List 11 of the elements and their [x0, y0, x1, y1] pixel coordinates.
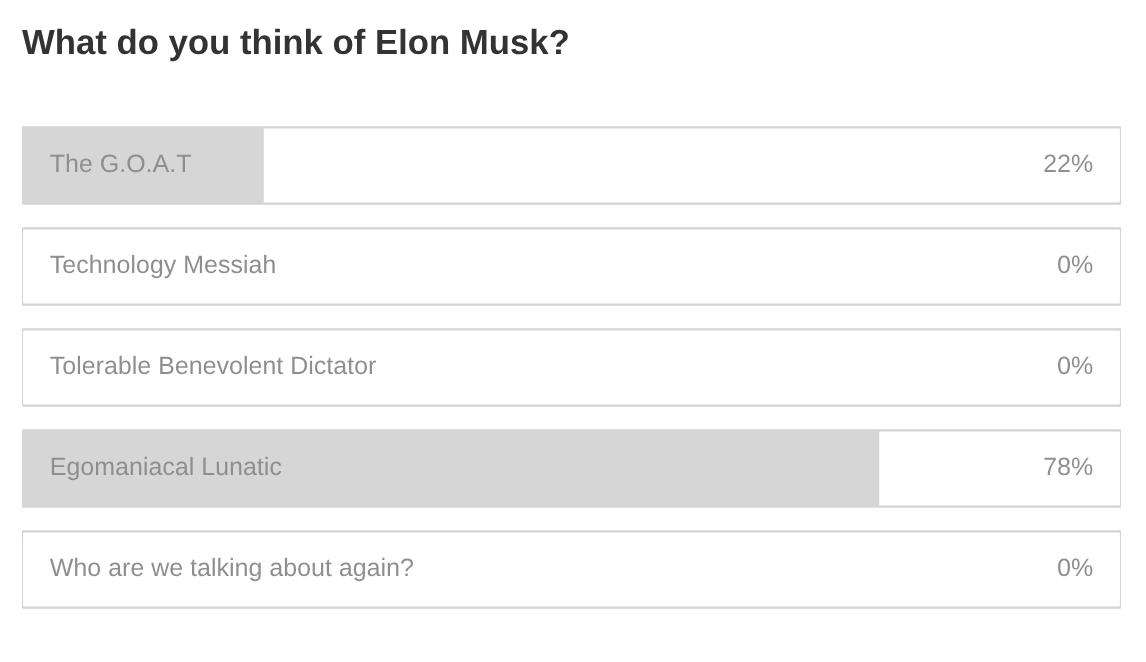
data-label: 22% [1044, 154, 1093, 173]
y-tick-label: Who are we talking about again? [49, 557, 413, 582]
y-tick-label: Egomaniacal Lunatic [51, 456, 282, 481]
data-label: 0% [1058, 558, 1093, 577]
data-label: 0% [1058, 356, 1093, 375]
data-label: 78% [1044, 457, 1093, 476]
y-tick-label: Tolerable Benevolent Dictator [50, 355, 376, 375]
chart-title: What do you think of Elon Musk? [22, 28, 568, 62]
y-tick-label: Technology Messiah [50, 254, 275, 279]
y-tick-label: The G.O.A.T [50, 153, 191, 173]
data-label: 0% [1058, 255, 1093, 274]
